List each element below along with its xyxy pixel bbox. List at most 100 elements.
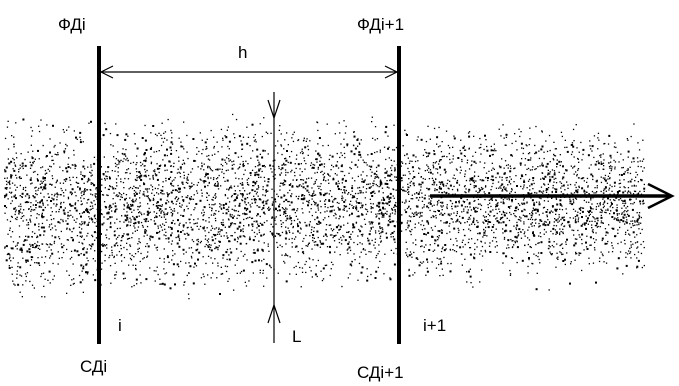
particle-dot <box>51 193 53 196</box>
particle-dot <box>561 216 564 219</box>
particle-dot <box>136 187 138 189</box>
particle-dot <box>66 292 68 294</box>
particle-dot <box>324 233 327 235</box>
particle-dot <box>228 225 231 228</box>
particle-dot <box>439 145 441 147</box>
particle-dot <box>16 244 18 246</box>
particle-dot <box>226 179 229 182</box>
particle-dot <box>310 231 312 234</box>
particle-dot <box>616 191 619 193</box>
particle-dot <box>217 151 219 153</box>
particle-dot <box>607 197 609 200</box>
particle-dot <box>394 241 396 243</box>
particle-dot <box>128 264 130 266</box>
particle-dot <box>530 216 533 219</box>
particle-dot <box>12 157 14 160</box>
particle-dot <box>587 217 589 220</box>
particle-dot <box>475 206 477 209</box>
particle-dot <box>256 180 258 183</box>
particle-dot <box>167 212 169 214</box>
particle-dot <box>78 274 81 277</box>
particle-dot <box>346 249 348 251</box>
particle-dot <box>509 165 511 167</box>
particle-dot <box>149 235 152 238</box>
particle-dot <box>177 168 179 170</box>
particle-dot <box>337 167 340 169</box>
particle-dot <box>360 174 362 176</box>
particle-dot <box>16 216 18 218</box>
particle-dot <box>433 184 435 186</box>
particle-dot <box>485 139 487 141</box>
particle-dot <box>274 217 276 219</box>
particle-dot <box>117 236 119 238</box>
particle-dot <box>54 186 56 188</box>
particle-dot <box>172 273 175 276</box>
particle-dot <box>304 168 306 170</box>
particle-dot <box>572 145 575 148</box>
particle-dot <box>41 212 43 214</box>
particle-dot <box>90 166 92 168</box>
particle-dot <box>394 204 396 207</box>
particle-dot <box>334 251 336 253</box>
particle-dot <box>22 167 24 170</box>
particle-dot <box>126 211 128 213</box>
particle-dot <box>262 211 265 214</box>
particle-dot <box>448 193 450 195</box>
particle-dot <box>233 289 235 291</box>
particle-dot <box>374 247 376 249</box>
particle-dot <box>232 216 234 219</box>
particle-dot <box>152 174 154 177</box>
particle-dot <box>263 258 265 260</box>
particle-dot <box>611 202 613 205</box>
particle-dot <box>538 190 541 193</box>
particle-dot <box>358 186 361 189</box>
particle-dot <box>83 176 85 178</box>
particle-dot <box>49 243 51 246</box>
particle-dot <box>286 215 288 217</box>
particle-dot <box>330 261 333 263</box>
particle-dot <box>629 234 631 236</box>
particle-dot <box>602 153 604 155</box>
particle-dot <box>598 168 600 170</box>
particle-dot <box>608 134 611 137</box>
particle-dot <box>635 198 637 200</box>
particle-dot <box>101 213 103 216</box>
particle-dot <box>521 210 523 212</box>
particle-dot <box>589 220 591 223</box>
particle-dot <box>67 239 69 241</box>
particle-dot <box>137 208 139 211</box>
particle-dot <box>434 189 436 192</box>
particle-dot <box>154 280 156 282</box>
particle-dot <box>284 237 287 240</box>
particle-dot <box>15 174 17 176</box>
particle-dot <box>511 201 513 203</box>
particle-dot <box>34 170 36 173</box>
particle-dot <box>285 171 287 174</box>
particle-dot <box>241 199 244 202</box>
particle-dot <box>265 263 268 266</box>
particle-dot <box>113 256 115 259</box>
particle-dot <box>121 260 123 262</box>
particle-dot <box>170 129 172 132</box>
particle-dot <box>115 208 117 211</box>
particle-dot <box>388 157 390 159</box>
particle-dot <box>22 243 25 246</box>
particle-dot <box>121 196 123 199</box>
particle-dot <box>369 230 371 232</box>
particle-dot <box>51 155 53 158</box>
particle-dot <box>129 244 131 246</box>
particle-dot <box>314 180 316 183</box>
particle-dot <box>170 171 173 173</box>
particle-dot <box>207 176 209 178</box>
particle-dot <box>354 180 356 182</box>
particle-dot <box>551 169 554 171</box>
particle-dot <box>600 190 602 193</box>
particle-dot <box>624 223 626 225</box>
particle-dot <box>289 273 291 275</box>
particle-dot <box>337 206 339 209</box>
particle-dot <box>473 185 475 187</box>
particle-dot <box>613 159 615 162</box>
particle-dot <box>382 214 385 217</box>
particle-dot <box>624 210 626 212</box>
particle-dot <box>178 137 180 139</box>
